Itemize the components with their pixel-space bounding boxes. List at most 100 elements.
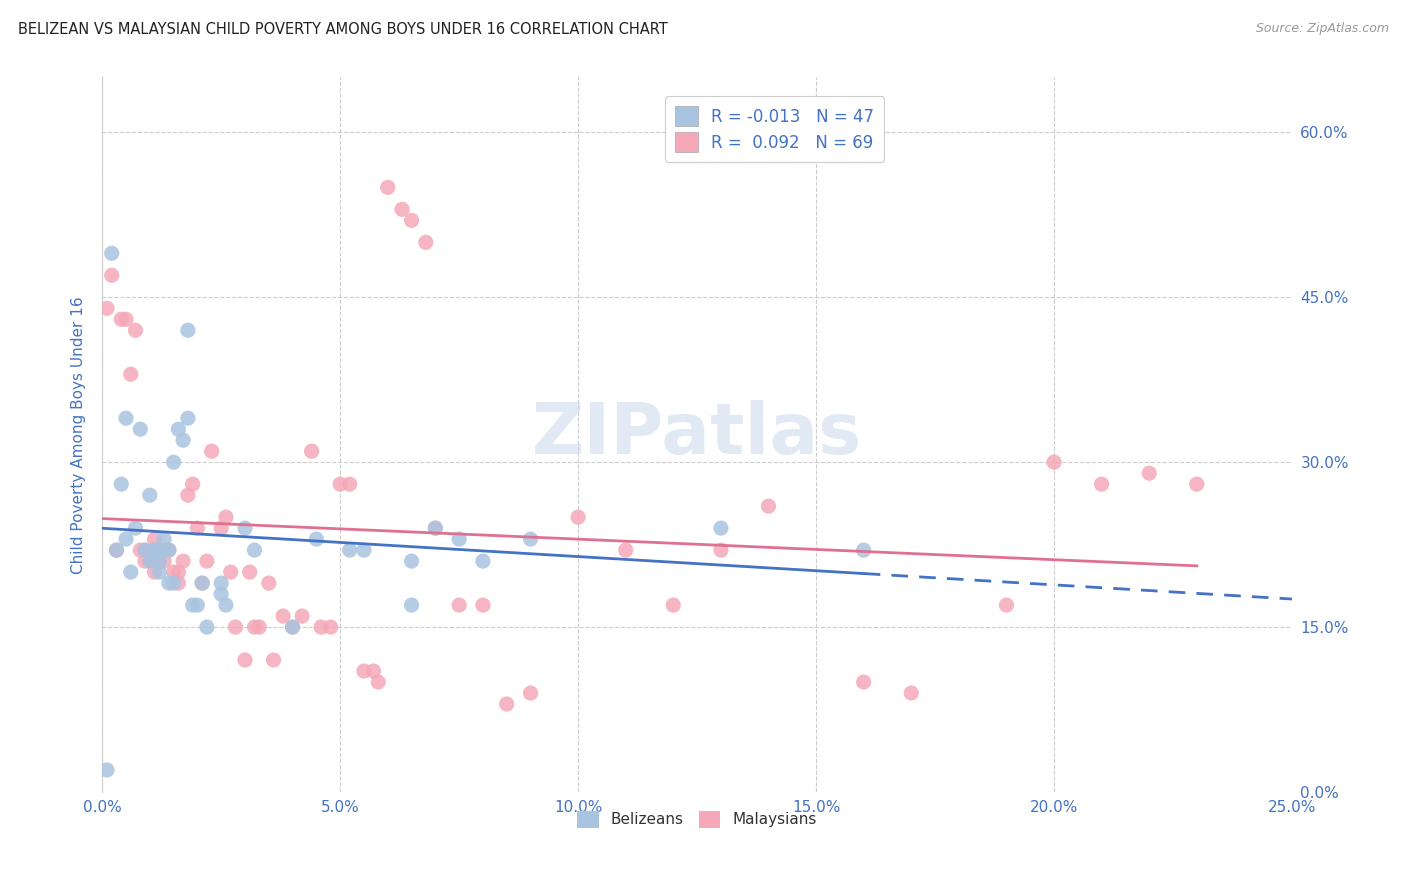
Point (110, 312, 132, 326)
Point (153, 543, 176, 558)
Point (247, 620, 270, 634)
Text: Source: ZipAtlas.com: Source: ZipAtlas.com (1256, 22, 1389, 36)
Point (662, 598, 685, 612)
Point (96, 763, 118, 777)
Point (124, 323, 146, 337)
Point (162, 455, 184, 469)
Point (567, 510, 589, 524)
Point (177, 323, 200, 337)
Point (339, 477, 361, 491)
Point (281, 620, 304, 634)
Point (115, 532, 138, 546)
Point (177, 488, 200, 502)
Point (157, 543, 180, 558)
Point (195, 554, 218, 568)
Point (148, 565, 170, 579)
Point (495, 697, 517, 711)
Point (110, 477, 132, 491)
Point (391, 202, 413, 217)
Point (243, 543, 266, 558)
Point (257, 576, 280, 591)
Point (471, 554, 494, 568)
Point (995, 598, 1018, 612)
Point (105, 543, 128, 558)
Point (263, 653, 285, 667)
Point (129, 543, 152, 558)
Point (143, 543, 166, 558)
Point (471, 598, 494, 612)
Legend: Belizeans, Malaysians: Belizeans, Malaysians (571, 805, 823, 834)
Point (353, 664, 375, 678)
Point (319, 620, 342, 634)
Point (367, 675, 389, 690)
Point (100, 246, 122, 260)
Point (852, 543, 875, 558)
Point (148, 543, 170, 558)
Point (243, 620, 266, 634)
Point (162, 565, 184, 579)
Point (153, 554, 176, 568)
Point (148, 554, 170, 568)
Point (191, 576, 214, 591)
Point (157, 543, 180, 558)
Point (1043, 455, 1066, 469)
Point (215, 510, 238, 524)
Point (139, 554, 162, 568)
Point (1185, 477, 1208, 491)
Point (120, 368, 142, 382)
Point (415, 235, 437, 250)
Point (224, 620, 246, 634)
Point (900, 686, 922, 700)
Point (852, 675, 875, 690)
Point (353, 543, 375, 558)
Point (219, 565, 242, 579)
Point (363, 664, 385, 678)
Point (1137, 466, 1160, 480)
Point (139, 554, 162, 568)
Point (186, 598, 208, 612)
Text: ZIPatlas: ZIPatlas (531, 401, 862, 469)
Point (134, 554, 156, 568)
Point (309, 620, 332, 634)
Point (425, 521, 447, 535)
Point (519, 532, 541, 546)
Point (134, 543, 156, 558)
Point (115, 411, 138, 425)
Point (129, 422, 152, 436)
Point (449, 532, 471, 546)
Point (449, 598, 471, 612)
Point (614, 543, 637, 558)
Point (181, 477, 204, 491)
Point (172, 554, 194, 568)
Point (195, 620, 218, 634)
Point (167, 565, 190, 579)
Point (519, 686, 541, 700)
Point (377, 180, 399, 194)
Point (233, 521, 256, 535)
Point (710, 543, 733, 558)
Point (143, 565, 166, 579)
Point (209, 576, 232, 591)
Point (96, 301, 118, 316)
Point (120, 565, 142, 579)
Point (401, 213, 423, 227)
Point (143, 543, 166, 558)
Point (215, 598, 238, 612)
Point (201, 444, 224, 458)
Point (233, 653, 256, 667)
Point (186, 521, 208, 535)
Point (139, 488, 162, 502)
Point (339, 543, 361, 558)
Point (181, 598, 204, 612)
Point (177, 411, 200, 425)
Point (172, 433, 194, 447)
Point (291, 609, 314, 624)
Point (124, 521, 146, 535)
Point (209, 521, 232, 535)
Point (167, 422, 190, 436)
Y-axis label: Child Poverty Among Boys Under 16: Child Poverty Among Boys Under 16 (72, 296, 86, 574)
Point (758, 499, 780, 513)
Point (100, 268, 122, 283)
Point (239, 565, 262, 579)
Point (301, 444, 323, 458)
